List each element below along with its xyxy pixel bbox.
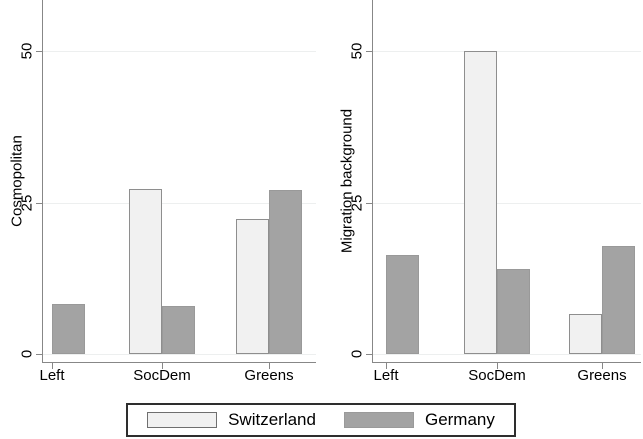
gridline-y-0 <box>43 354 316 355</box>
category-label-left: Left <box>39 367 65 384</box>
category-label-greens: Greens <box>577 367 627 384</box>
legend: Switzerland Germany <box>126 403 516 437</box>
x-tick-left <box>52 363 53 369</box>
y-tick-label-25: 25 <box>348 194 366 212</box>
gridline-y-25 <box>43 202 316 204</box>
y-tick-label-0: 0 <box>18 349 36 359</box>
bar-germany-left <box>52 303 85 354</box>
gridline-y-50 <box>373 51 641 53</box>
category-label-socdem: SocDem <box>468 367 526 384</box>
y-tick-label-25: 25 <box>18 194 36 212</box>
gridline-y-0 <box>373 354 641 355</box>
legend-label-switzerland: Switzerland <box>228 410 316 429</box>
bar-switzerland-greens <box>236 219 269 354</box>
x-tick-greens <box>269 363 270 369</box>
bar-germany-greens <box>602 245 635 354</box>
y-axis-title-cosmopolitan: Cosmopolitan <box>8 135 26 227</box>
gridline-y-50 <box>43 51 316 53</box>
plot-area-cosmopolitan: 0 25 50 Left SocDem Greens <box>19 0 316 384</box>
bar-germany-socdem <box>497 269 530 354</box>
y-tick-label-50: 50 <box>348 43 366 60</box>
gridline-y-25 <box>373 202 641 204</box>
y-tick-0 <box>366 354 372 355</box>
category-label-left: Left <box>373 367 399 384</box>
legend-swatch-germany <box>343 412 414 428</box>
y-tick-label-50: 50 <box>18 43 36 60</box>
y-tick-50 <box>36 51 42 53</box>
legend-label-germany: Germany <box>424 410 495 429</box>
legend-swatch-switzerland <box>147 412 218 428</box>
y-tick-25 <box>366 202 372 204</box>
x-tick-socdem <box>497 363 498 369</box>
category-label-greens: Greens <box>244 367 294 384</box>
category-label-socdem: SocDem <box>133 367 191 384</box>
plot-area-migration-background: 0 25 50 Left SocDem Greens <box>349 0 641 384</box>
y-tick-0 <box>36 354 42 355</box>
y-axis-title-migration-background: Migration background <box>338 108 356 254</box>
x-tick-socdem <box>162 363 163 369</box>
bar-germany-greens <box>269 189 302 354</box>
x-tick-left <box>386 363 387 369</box>
bar-switzerland-greens <box>569 314 602 354</box>
bar-switzerland-socdem <box>464 51 497 354</box>
x-tick-greens <box>602 363 603 369</box>
y-tick-label-0: 0 <box>348 349 366 359</box>
bar-germany-left <box>386 254 419 354</box>
bar-switzerland-socdem <box>129 188 162 354</box>
y-tick-50 <box>366 51 372 53</box>
bar-germany-socdem <box>162 305 195 354</box>
y-tick-25 <box>36 202 42 204</box>
